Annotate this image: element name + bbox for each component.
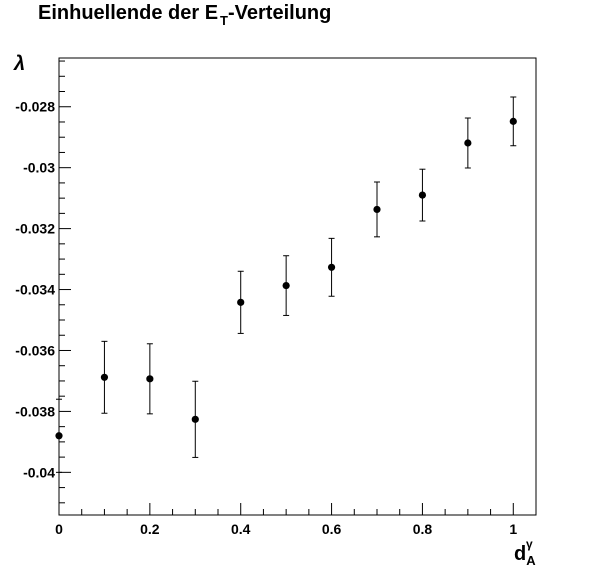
x-tick-label: 0 — [55, 521, 63, 537]
x-tick-label: 0.6 — [322, 521, 342, 537]
x-axis-title-subscript: A — [526, 553, 536, 568]
data-point — [55, 398, 63, 473]
y-tick-label: -0.038 — [15, 403, 55, 419]
x-tick-label: 0.2 — [140, 521, 160, 537]
x-axis-ticks — [58, 503, 537, 515]
data-point — [191, 380, 199, 458]
data-point — [146, 343, 154, 415]
x-axis-title-main: d — [514, 543, 526, 565]
data-points — [55, 96, 517, 473]
data-point — [418, 168, 427, 222]
y-axis-title: λ — [13, 53, 25, 75]
chart-title-rest: -Verteilung — [228, 2, 332, 24]
y-tick-label: -0.036 — [15, 342, 55, 358]
data-point — [509, 96, 517, 147]
y-tick-label: -0.04 — [23, 464, 55, 480]
x-tick-label: 1 — [509, 521, 517, 537]
data-marker — [373, 205, 381, 214]
y-axis-tick-labels: -0.04 -0.038 -0.036 -0.034 -0.032 -0.03 -0.028 — [15, 99, 55, 481]
data-marker — [327, 263, 336, 271]
data-marker — [55, 432, 63, 440]
x-axis-tick-labels: 0 0.2 0.4 0.6 0.8 1 — [55, 521, 517, 537]
data-marker — [509, 117, 517, 125]
chart-title-subscript: T — [220, 13, 228, 28]
data-marker — [237, 298, 245, 306]
data-marker — [418, 191, 427, 199]
data-marker — [146, 375, 154, 383]
chart-title: Einhuellende der E T-Verteilung — [38, 2, 331, 28]
y-tick-label: -0.032 — [15, 221, 55, 237]
data-point — [464, 117, 472, 169]
data-point — [100, 340, 109, 414]
x-axis-title-superscript: γ — [526, 537, 533, 551]
plot-frame — [58, 57, 537, 516]
data-marker — [282, 281, 290, 290]
data-point — [282, 255, 290, 316]
y-axis-ticks — [59, 60, 71, 504]
x-tick-label: 0.4 — [231, 521, 251, 537]
y-tick-label: -0.028 — [15, 99, 55, 115]
data-marker — [100, 373, 109, 381]
y-tick-label: -0.03 — [23, 160, 55, 176]
data-marker — [464, 139, 472, 147]
data-point — [237, 270, 245, 334]
x-tick-label: 0.8 — [413, 521, 433, 537]
chart-title-main: Einhuellende der E — [38, 2, 219, 24]
y-tick-label: -0.034 — [15, 282, 55, 298]
data-point — [373, 181, 381, 238]
x-axis-title: dA — [514, 543, 536, 568]
data-point — [327, 237, 336, 297]
data-marker — [191, 415, 199, 423]
